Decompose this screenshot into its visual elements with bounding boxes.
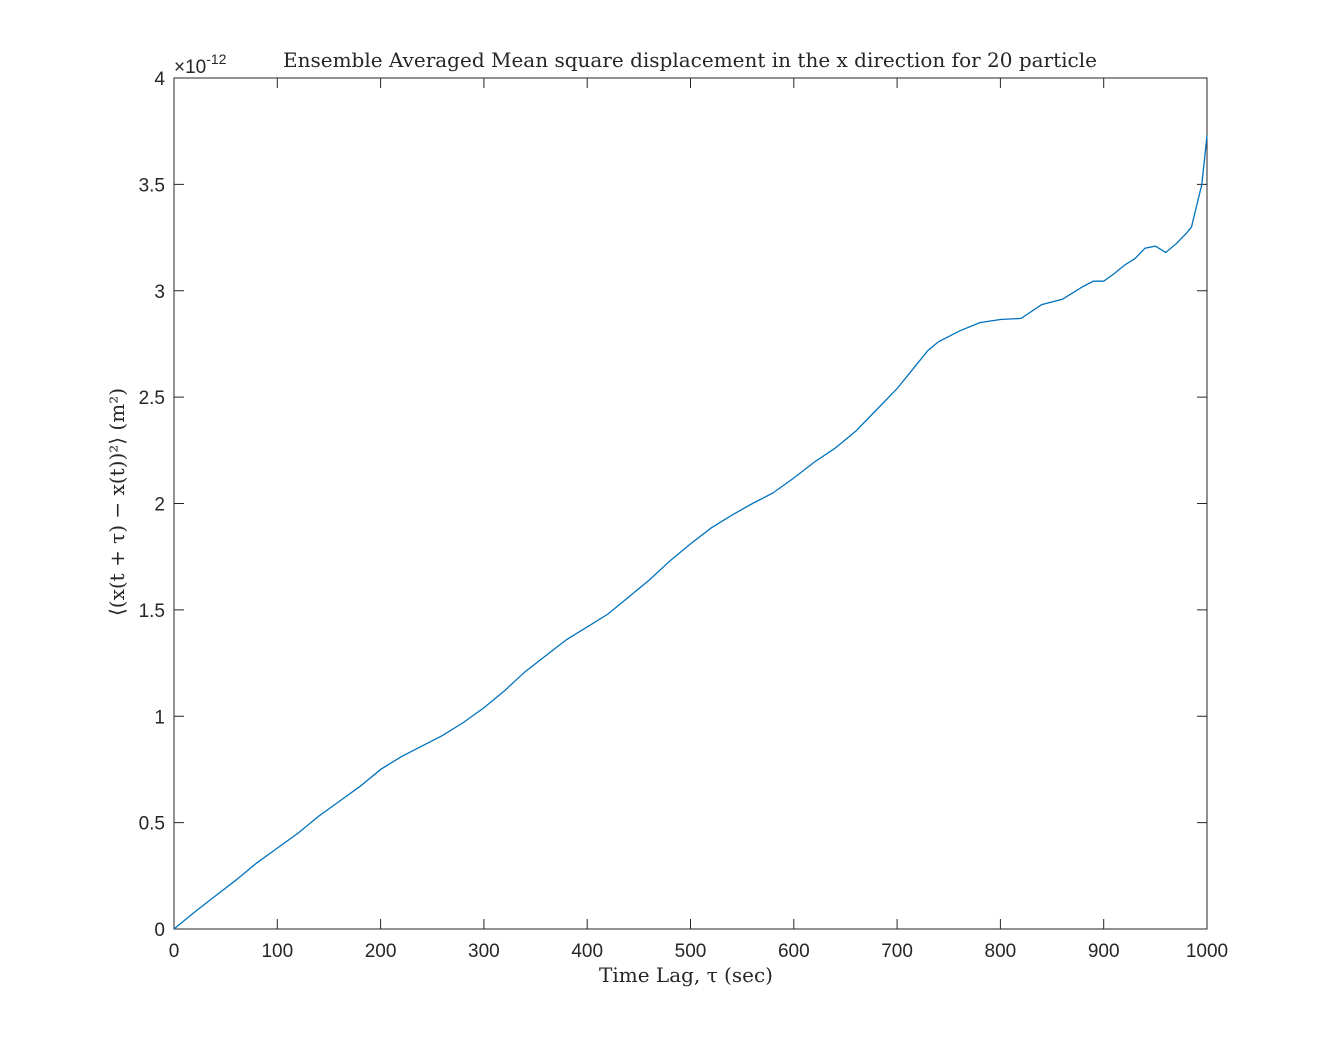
x-tick-label-0: 0 [169,941,180,962]
x-axis-label: Time Lag, τ (sec) [599,963,773,987]
x-tick-label-5: 500 [675,941,707,962]
y-exponent-label: ×10-12 [174,51,227,78]
x-tick-label-8: 800 [985,941,1017,962]
y-tick-label-5: 2.5 [139,388,165,409]
chart-title: Ensemble Averaged Mean square displaceme… [283,48,1097,72]
y-exponent-base: ×10 [174,57,206,78]
y-tick-label-6: 3 [154,282,165,303]
y-exponent-power: -12 [206,51,226,67]
x-tick-label-1: 100 [261,941,293,962]
y-tick-label-2: 1 [154,707,165,728]
y-tick-label-0: 0 [154,920,165,941]
x-tick-label-3: 300 [468,941,500,962]
x-tick-label-2: 200 [365,941,397,962]
series-line-msd [173,135,1208,930]
y-tick-label-4: 2 [154,495,165,516]
plot-area: 0 100 200 300 400 500 600 700 800 900 1000 0 0.5 1 1.… [139,69,1229,962]
y-tick-label-8: 4 [154,69,165,90]
x-tick-label-10: 1000 [1186,941,1228,962]
x-tick-label-7: 700 [881,941,913,962]
y-tick-label-7: 3.5 [139,175,165,196]
x-tick-label-9: 900 [1088,941,1120,962]
y-axis-ticks: 0 0.5 1 1.5 2 2.5 3 3.5 4 [139,69,1207,941]
axes-box [173,77,1208,930]
y-axis-label: ⟨(x(t + τ) − x(t))²⟩ (m²) [105,388,129,616]
x-tick-label-4: 400 [571,941,603,962]
y-tick-label-3: 1.5 [139,601,165,622]
x-axis-ticks: 0 100 200 300 400 500 600 700 800 900 1000 [169,78,1228,962]
y-tick-label-1: 0.5 [139,814,165,835]
svg-text:×10-12: ×10-12 [174,51,227,78]
x-tick-label-6: 600 [778,941,810,962]
